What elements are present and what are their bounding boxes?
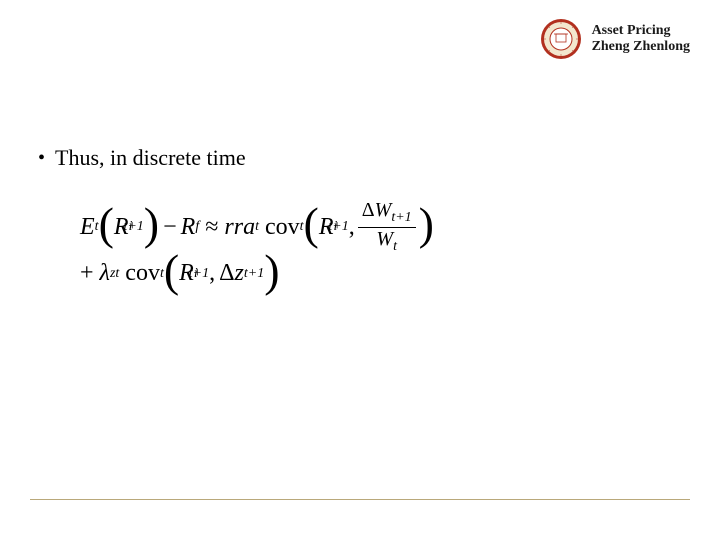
sym-Rf: R — [181, 214, 196, 241]
sub-lambda: zt — [110, 266, 119, 282]
bullet-item: • Thus, in discrete time — [38, 145, 246, 171]
footer-divider — [30, 499, 690, 500]
frac-den-W: W — [376, 228, 393, 250]
sub-R3: t+1 — [189, 266, 209, 282]
sub-R2: t+1 — [328, 219, 348, 235]
sup-Rf: f — [195, 219, 199, 235]
frac-num-sub: t+1 — [391, 210, 411, 225]
approx: ≈ — [205, 214, 218, 241]
sym-rra: rra — [224, 214, 255, 241]
sub-E: t — [95, 219, 99, 235]
frac-num-W: W — [375, 199, 392, 221]
comma-1: , — [349, 214, 355, 241]
sym-E: E — [80, 214, 95, 241]
sub-R1: t+1 — [123, 219, 143, 235]
bullet-text: Thus, in discrete time — [55, 145, 246, 171]
course-title: Asset Pricing — [592, 23, 690, 39]
sym-z: z — [235, 260, 244, 287]
slide-header: Asset Pricing Zheng Zhenlong — [540, 18, 690, 60]
equation-line-1: Et ( Rit+1 ) − Rf ≈ rrat covt ( Rit+1 , … — [80, 200, 580, 254]
frac-delta: Δ — [362, 199, 375, 221]
sub-rra: t — [255, 219, 259, 235]
sub-z: t+1 — [244, 266, 264, 282]
header-text-block: Asset Pricing Zheng Zhenlong — [592, 23, 690, 55]
equation-line-2: + λzt covt ( Rit+1 , Δzt+1 ) — [80, 260, 580, 287]
bullet-marker: • — [38, 148, 45, 168]
comma-2: , — [209, 260, 215, 287]
equation-block: Et ( Rit+1 ) − Rf ≈ rrat covt ( Rit+1 , … — [80, 200, 580, 293]
sym-lambda: λ — [100, 260, 110, 287]
sym-cov2: cov — [125, 260, 160, 287]
sym-cov1: cov — [265, 214, 300, 241]
sub-cov1: t — [300, 219, 304, 235]
minus: − — [163, 214, 177, 241]
university-seal-icon — [540, 18, 582, 60]
author-name: Zheng Zhenlong — [592, 39, 690, 55]
delta-2: Δ — [219, 260, 234, 287]
frac-den-sub: t — [393, 239, 397, 254]
plus: + — [80, 260, 94, 287]
fraction-dW-over-W: ΔWt+1 Wt — [358, 200, 416, 254]
